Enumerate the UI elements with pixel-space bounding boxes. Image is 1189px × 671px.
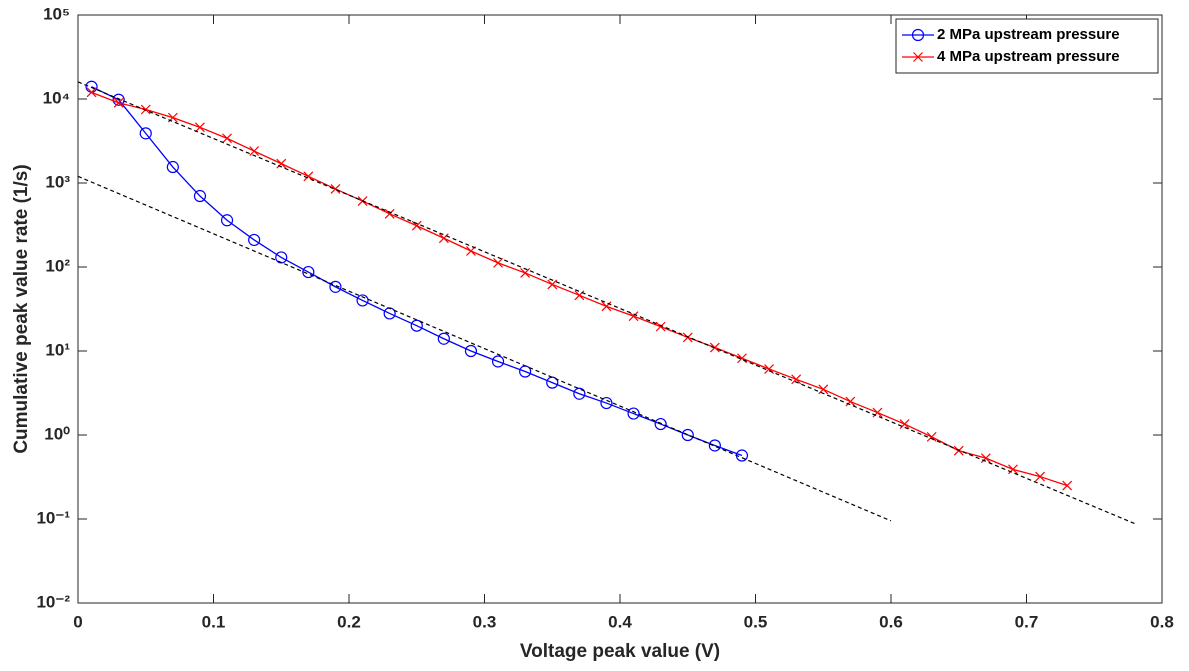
marker [1035,471,1045,482]
x-tick-label: 0 [73,612,82,631]
y-axis-label: Cumulative peak value rate (1/s) [11,164,32,453]
y-tick-label: 10⁰ [44,424,70,443]
legend-label: 2 MPa upstream pressure [937,26,1120,43]
marker [276,158,287,169]
marker [302,265,315,279]
marker [573,387,586,400]
y-tick-label: 10⁵ [43,4,70,23]
marker [113,97,124,108]
marker [464,344,478,358]
marker [493,257,503,268]
marker [330,184,341,194]
marker [791,374,802,385]
marker [911,28,925,42]
marker [681,428,694,442]
y-tick-label: 10⁴ [43,88,70,107]
x-tick-label: 0.2 [337,612,361,631]
legend-label: 4 MPa upstream pressure [937,48,1120,65]
marker [708,439,721,452]
x-tick-label: 0.7 [1015,612,1039,631]
marker [193,189,207,203]
marker [222,133,232,144]
y-tick-label: 10² [45,256,70,275]
x-tick-label: 0.1 [202,612,226,631]
fit-line [77,175,892,522]
marker [220,214,234,227]
marker [926,431,937,442]
x-tick-label: 0.4 [608,612,632,631]
marker [86,87,97,98]
marker [520,268,531,278]
marker [329,280,342,293]
marker [140,104,151,115]
y-tick-label: 10⁻² [36,592,70,611]
marker [980,453,991,464]
marker [628,311,639,322]
marker [600,396,613,410]
marker [166,160,179,174]
marker [410,319,423,332]
marker [491,355,505,368]
marker [953,445,964,456]
y-tick-label: 10⁻¹ [36,508,70,527]
marker [384,208,395,219]
marker [818,384,829,395]
x-tick-label: 0.3 [473,612,497,631]
marker [139,127,152,140]
marker [899,419,910,429]
marker [437,332,450,345]
y-tick-label: 10³ [45,172,70,191]
marker [112,93,125,106]
marker [1008,464,1018,475]
marker [845,396,856,407]
marker [547,279,558,290]
marker [195,122,205,133]
marker [682,332,693,343]
marker [709,342,720,353]
marker [249,146,260,156]
marker [654,417,667,431]
fit-line [77,81,1136,525]
marker [356,294,369,307]
marker [872,407,883,418]
marker [248,233,261,247]
marker [1062,480,1073,491]
plot-area [77,14,1163,604]
y-tick-label: 10¹ [45,340,70,359]
x-tick-label: 0.5 [744,612,768,631]
series-line [91,86,743,457]
x-tick-label: 0.8 [1150,612,1174,631]
marker [438,233,449,244]
marker [601,301,612,312]
legend-box [895,18,1159,74]
x-axis-label: Voltage peak value (V) [520,641,720,662]
marker [546,376,559,389]
marker [655,321,666,332]
marker [913,52,923,62]
x-tick-label: 0.6 [879,612,903,631]
